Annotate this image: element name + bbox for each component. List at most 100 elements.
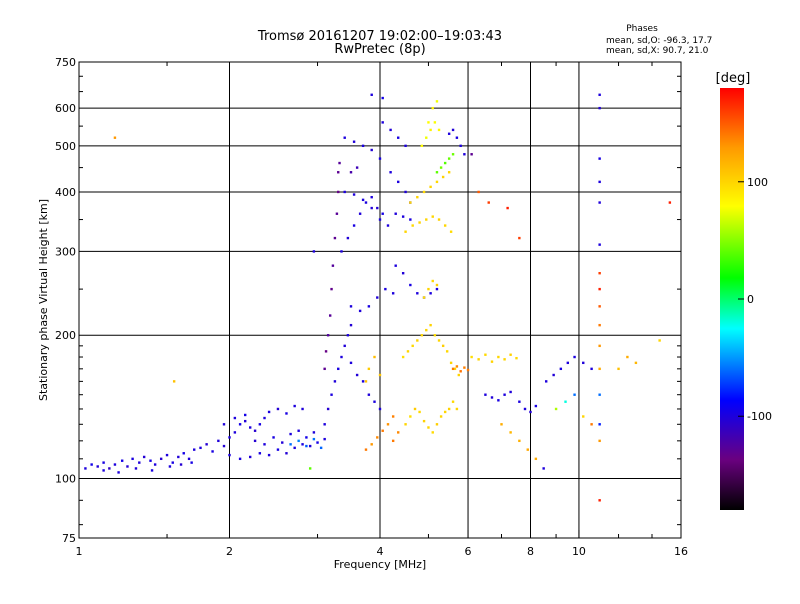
data-point	[335, 212, 339, 215]
data-point	[566, 361, 570, 365]
data-point	[433, 334, 437, 337]
data-point	[84, 467, 87, 470]
data-point	[518, 236, 521, 240]
data-point	[331, 264, 335, 267]
data-point	[515, 356, 518, 360]
data-point	[222, 444, 226, 448]
data-point	[222, 423, 226, 426]
data-point	[401, 272, 405, 275]
data-point	[228, 453, 231, 457]
x-tick-label: 10	[572, 545, 586, 558]
legend-line-x: mean, sd,X: 90.7, 21.0	[606, 46, 709, 56]
data-point	[658, 339, 661, 342]
data-point	[447, 407, 451, 411]
data-point	[108, 467, 111, 470]
data-point	[378, 407, 382, 411]
data-point	[281, 441, 284, 444]
data-point	[463, 366, 466, 369]
data-point	[248, 426, 252, 429]
data-point	[165, 453, 169, 457]
data-point	[490, 360, 494, 363]
data-point	[343, 344, 346, 348]
data-point	[297, 429, 300, 432]
data-point	[285, 452, 288, 455]
data-point	[598, 157, 601, 160]
data-point	[487, 201, 490, 204]
data-point	[509, 353, 512, 356]
data-point	[490, 396, 494, 399]
data-point	[449, 230, 453, 233]
data-point	[564, 400, 567, 403]
data-point	[389, 171, 392, 174]
data-point	[447, 132, 451, 135]
points-layer	[84, 93, 672, 502]
data-point	[153, 463, 157, 466]
data-point	[497, 399, 500, 402]
data-point	[333, 380, 337, 383]
data-point	[598, 243, 601, 246]
data-point	[404, 144, 407, 148]
data-point	[253, 429, 257, 432]
x-tick-label: 8	[527, 545, 534, 558]
data-point	[364, 448, 368, 451]
data-point	[416, 292, 419, 295]
data-point	[355, 373, 359, 377]
data-point	[376, 206, 379, 210]
data-point	[484, 393, 487, 396]
y-tick-label: 750	[55, 56, 76, 69]
data-point	[598, 344, 601, 348]
data-point	[326, 407, 330, 411]
data-point	[431, 431, 434, 434]
data-point	[263, 416, 266, 420]
data-point	[406, 350, 410, 353]
data-point	[425, 136, 428, 139]
data-point	[435, 171, 439, 174]
data-point	[416, 195, 419, 199]
data-point	[445, 350, 449, 353]
data-point	[330, 393, 333, 396]
data-point	[330, 287, 333, 291]
data-point	[179, 463, 183, 466]
data-point	[422, 296, 426, 299]
data-point	[149, 459, 152, 462]
data-point	[559, 367, 563, 371]
data-point	[534, 457, 538, 461]
data-point	[582, 415, 585, 418]
data-point	[316, 441, 319, 444]
data-point	[381, 212, 384, 215]
data-point	[319, 446, 323, 450]
data-point	[142, 455, 146, 459]
data-point	[416, 339, 419, 342]
data-point	[326, 334, 330, 337]
data-point	[244, 413, 247, 417]
data-point	[598, 180, 601, 184]
data-point	[477, 190, 480, 194]
data-point	[447, 171, 451, 174]
data-point	[397, 180, 400, 184]
data-point	[427, 121, 430, 124]
x-tick-label: 6	[465, 545, 472, 558]
x-axis-label: Frequency [MHz]	[334, 558, 426, 571]
data-point	[370, 443, 373, 446]
data-point	[150, 469, 154, 472]
data-point	[244, 419, 247, 423]
data-point	[435, 287, 439, 291]
data-point	[378, 157, 382, 160]
data-point	[205, 443, 208, 446]
x-tick-label: 16	[674, 545, 688, 558]
colorbar-label: [deg]	[716, 71, 751, 86]
y-tick-label: 200	[55, 329, 76, 342]
data-point	[358, 309, 362, 313]
data-point	[364, 380, 368, 383]
data-point	[598, 499, 601, 502]
data-point	[376, 436, 379, 439]
data-point	[190, 461, 193, 464]
data-point	[187, 457, 191, 461]
data-point	[418, 221, 421, 224]
chart-subtitle: RwPretec (8p)	[334, 42, 425, 57]
data-point	[598, 272, 601, 275]
colorbar-tick-label: -100	[747, 410, 772, 423]
data-point	[355, 166, 359, 169]
data-point	[429, 185, 432, 189]
